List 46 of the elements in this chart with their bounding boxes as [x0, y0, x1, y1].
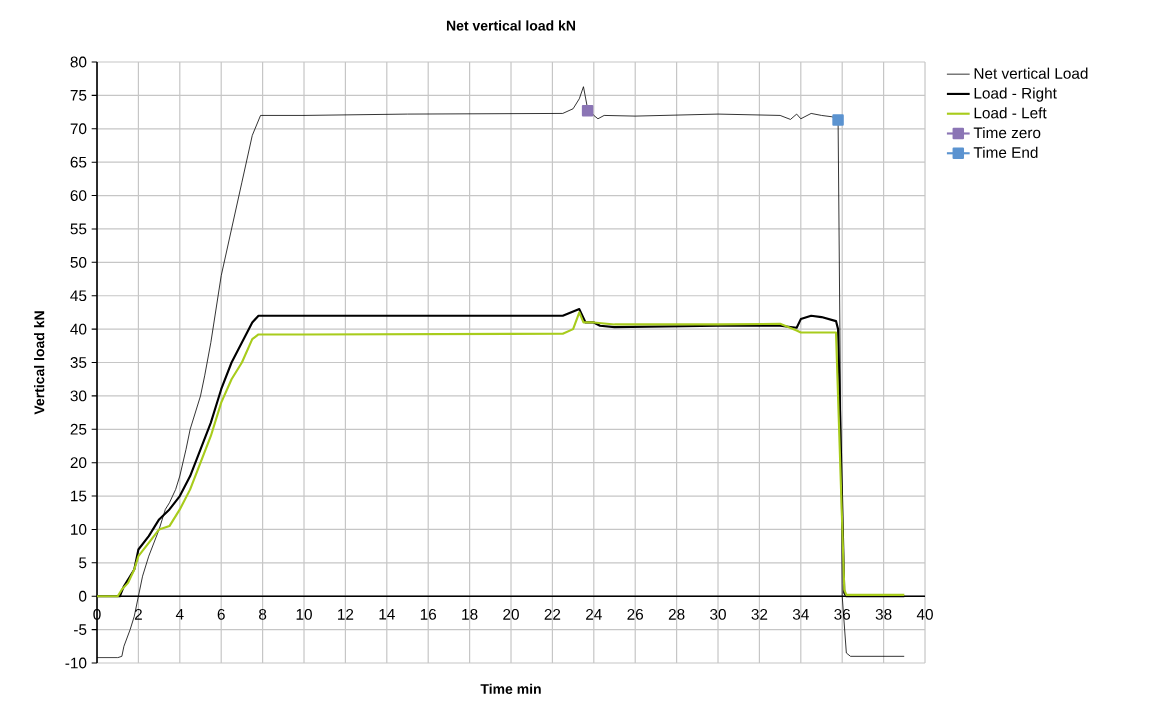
chart-title: Net vertical load kN: [446, 20, 576, 31]
y-tick-label: 10: [71, 524, 87, 535]
y-tick-label: 35: [70, 357, 87, 368]
y-tick-label: -5: [74, 624, 87, 635]
x-tick-label: 26: [627, 608, 644, 620]
x-axis-title: Time min: [480, 683, 541, 694]
y-tick-label: 60: [70, 190, 87, 201]
y-tick-label: 0: [79, 590, 87, 602]
y-axis-title: Vertical load kN: [34, 311, 45, 415]
x-tick-label: 28: [668, 608, 685, 620]
y-tick-label: 45: [70, 290, 87, 302]
x-tick-label: 40: [916, 608, 933, 620]
y-tick-label: 75: [70, 90, 87, 101]
legend-label: Time End: [973, 146, 1038, 158]
x-tick-label: 18: [462, 608, 478, 620]
legend-label: Time zero: [973, 126, 1041, 139]
x-tick-label: 6: [217, 608, 225, 620]
x-tick-label: 34: [792, 608, 809, 620]
x-tick-label: 20: [503, 608, 519, 620]
y-tick-label: 70: [70, 123, 87, 135]
x-tick-label: 30: [710, 608, 726, 620]
y-tick-label: 25: [70, 423, 87, 435]
legend-label: Load - Right: [974, 87, 1057, 102]
x-tick-label: 16: [420, 608, 437, 620]
y-tick-label: 20: [70, 457, 87, 469]
y-tick-label: 40: [70, 323, 87, 335]
y-tick-label: -10: [65, 657, 87, 669]
y-tick-label: 65: [70, 156, 87, 168]
x-tick-label: 32: [751, 608, 768, 620]
y-tick-label: 5: [79, 557, 87, 569]
x-tick-label: 12: [338, 608, 354, 620]
legend-label: Net vertical Load: [974, 67, 1088, 79]
x-tick-label: 38: [875, 608, 892, 620]
y-tick-label: 30: [70, 390, 87, 402]
y-tick-label: 80: [70, 56, 87, 68]
x-tick-label: 22: [544, 608, 561, 620]
x-tick-label: 2: [134, 608, 142, 620]
x-tick-label: 14: [379, 608, 395, 620]
y-tick-label: 55: [70, 223, 87, 235]
y-tick-label: 15: [71, 490, 87, 502]
x-tick-label: 4: [175, 608, 184, 620]
x-tick-label: 10: [296, 608, 312, 620]
legend-label: Load - Left: [974, 107, 1047, 119]
y-tick-label: 50: [70, 256, 87, 268]
x-tick-label: 24: [586, 608, 602, 620]
x-tick-label: 8: [259, 608, 267, 620]
